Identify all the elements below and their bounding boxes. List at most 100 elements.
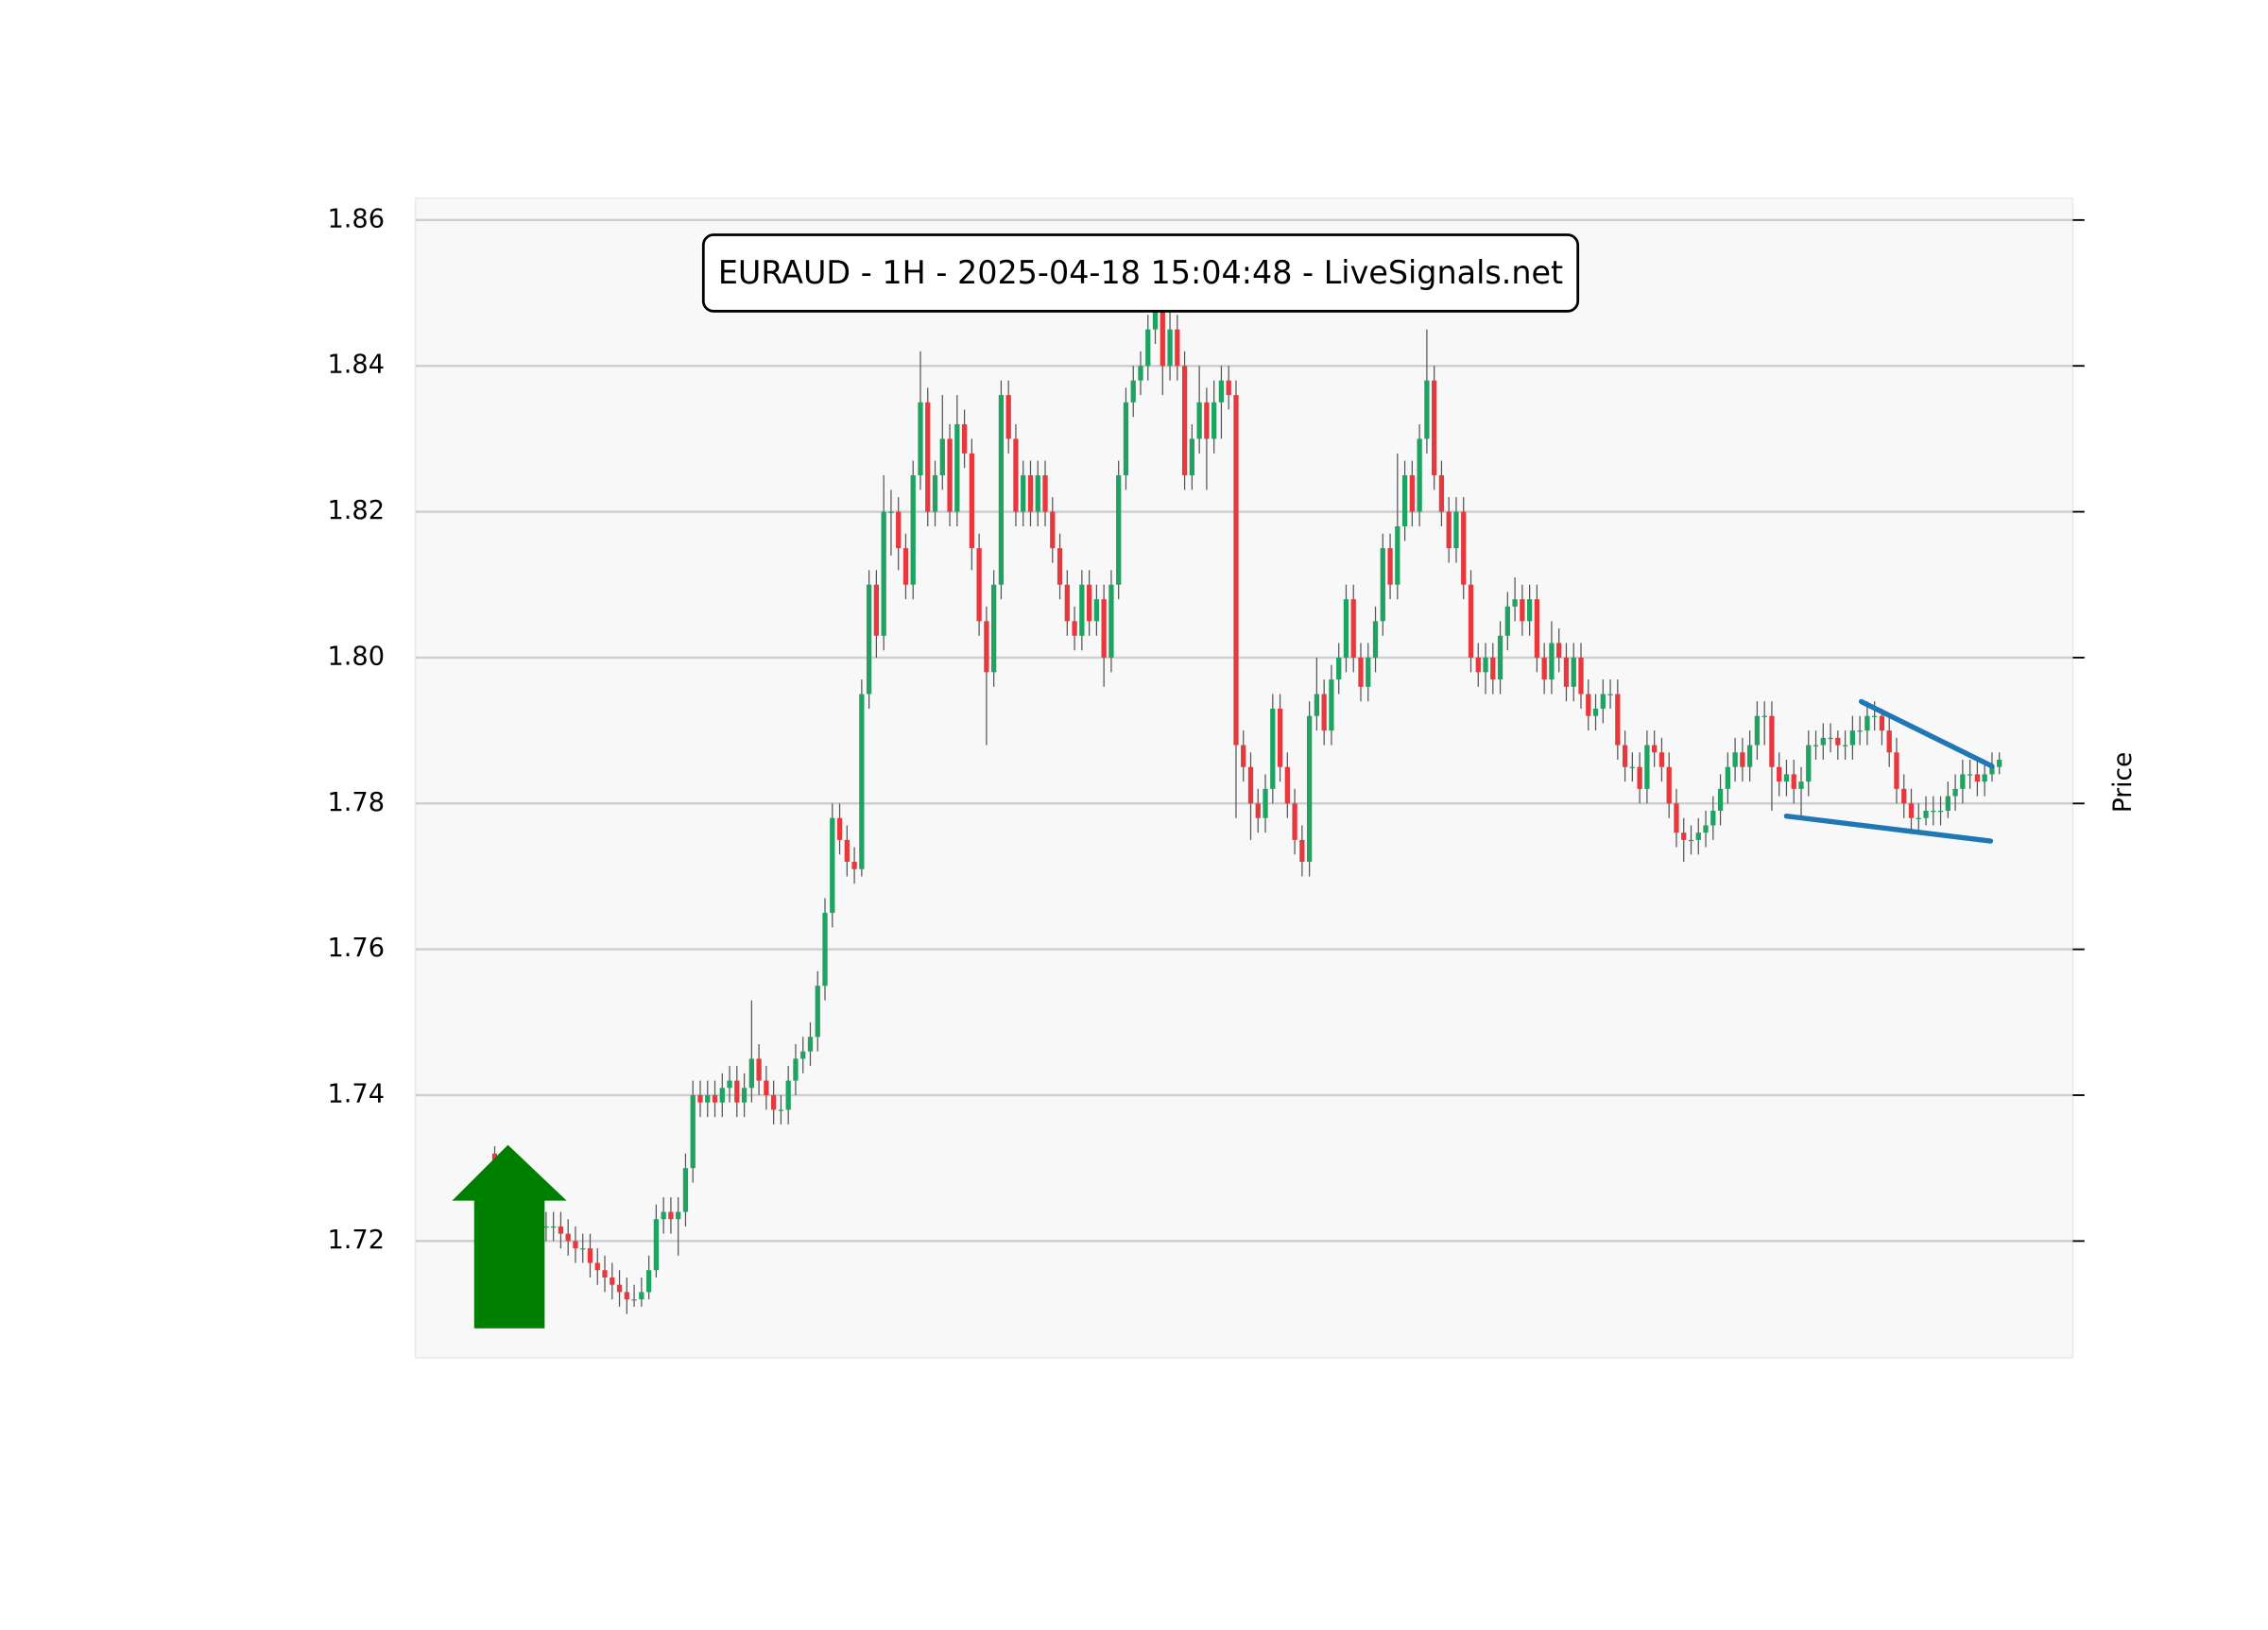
candle-body <box>1644 745 1650 789</box>
candle-body <box>1740 752 1745 767</box>
candle-body <box>844 839 850 863</box>
candle-body <box>947 438 953 512</box>
candle-body <box>1806 745 1812 782</box>
candle-body <box>1196 402 1202 439</box>
candle-body <box>793 1058 799 1081</box>
y-tick-label: 1.86 <box>328 204 386 233</box>
candle-body <box>1717 788 1724 812</box>
candle-body <box>1409 474 1416 512</box>
candle-body <box>1556 643 1562 658</box>
candle-body <box>653 1219 660 1271</box>
y-tick-label: 1.76 <box>328 934 386 963</box>
candle-body <box>1417 438 1422 512</box>
candle-body <box>1820 737 1826 746</box>
candle-body <box>639 1292 644 1300</box>
candle-body <box>873 584 880 636</box>
candle-body <box>1475 657 1481 673</box>
candle-body <box>836 817 843 840</box>
y-tick-label: 1.72 <box>328 1226 386 1255</box>
signal-arrow <box>452 1144 567 1329</box>
candle-body <box>1901 788 1907 804</box>
candle-body <box>690 1095 696 1169</box>
candle-body <box>1769 715 1775 767</box>
candle-body <box>1079 584 1085 636</box>
candle-body <box>1241 745 1246 767</box>
title-box <box>701 233 1580 313</box>
candle-body <box>902 548 909 585</box>
candles <box>491 256 2002 1314</box>
candle-body <box>771 1095 777 1110</box>
candle-body <box>1329 679 1334 731</box>
candle-body <box>1586 694 1591 716</box>
candle-body <box>1042 474 1048 512</box>
y-tick-label: 1.84 <box>328 351 386 380</box>
candle-body <box>1695 832 1701 840</box>
candle-body <box>1652 745 1658 753</box>
candle-body <box>1974 774 1981 782</box>
candle-body <box>645 1270 652 1293</box>
candle-body <box>1578 657 1584 695</box>
candle-body <box>1336 657 1342 680</box>
candle-body <box>807 1037 814 1052</box>
candle-body <box>1835 737 1841 746</box>
candle-body <box>1263 788 1268 818</box>
candle-body <box>1798 781 1804 789</box>
candle-body <box>1615 694 1621 746</box>
candle-body <box>1233 395 1239 746</box>
candle-body <box>719 1088 725 1103</box>
candle-body <box>1218 380 1225 403</box>
candle-body <box>1526 599 1533 622</box>
candle-body <box>1453 511 1459 549</box>
candle-body <box>676 1211 681 1220</box>
candle-body <box>1879 715 1885 731</box>
annotations <box>452 698 1995 1329</box>
candle-body <box>1432 380 1437 475</box>
candle-body <box>1175 329 1180 367</box>
candle-body <box>939 438 945 475</box>
candle-body <box>1093 599 1100 622</box>
candle-body <box>682 1168 689 1212</box>
candle-body <box>785 1080 791 1110</box>
candle-body <box>1666 766 1672 804</box>
candle-body <box>558 1226 564 1234</box>
candle-body <box>1497 635 1503 680</box>
candle-body <box>1424 380 1430 439</box>
candle-body <box>1292 803 1297 840</box>
candle-body <box>991 584 997 673</box>
candle-body <box>1358 657 1364 687</box>
candle-body <box>1945 796 1950 812</box>
candle-body <box>1167 329 1173 367</box>
candle-body <box>756 1058 762 1081</box>
candle-body <box>1549 643 1555 680</box>
candle-body <box>1674 803 1679 833</box>
candle-body <box>573 1241 578 1249</box>
candle-body <box>918 402 923 475</box>
candle-body <box>1908 803 1915 818</box>
candle-body <box>580 1248 586 1250</box>
candle-body <box>1461 511 1467 585</box>
candle-body <box>1247 766 1254 804</box>
candle-body <box>1013 438 1019 512</box>
candle-body <box>1637 766 1642 789</box>
candle-body <box>764 1080 769 1096</box>
candle-body <box>1982 774 1987 782</box>
candle-body <box>1483 657 1488 673</box>
candle-body <box>976 548 982 622</box>
candle-body <box>616 1284 623 1293</box>
candle-body <box>1916 817 1921 819</box>
y-tick-label: 1.74 <box>328 1080 386 1109</box>
candle-body <box>1571 657 1576 687</box>
candle-body <box>1064 584 1070 622</box>
candle-body <box>1592 708 1599 716</box>
candle-body <box>1027 474 1034 512</box>
candle-body <box>1299 839 1305 863</box>
candle-body <box>984 621 989 673</box>
candle-body <box>954 423 960 512</box>
candle-body <box>1600 694 1606 709</box>
candle-body <box>1754 715 1761 746</box>
candle-body <box>1997 759 2002 767</box>
candle-body <box>1072 621 1077 636</box>
candle-body <box>1777 766 1782 782</box>
candle-body <box>851 862 857 869</box>
candle-body <box>1145 329 1151 367</box>
